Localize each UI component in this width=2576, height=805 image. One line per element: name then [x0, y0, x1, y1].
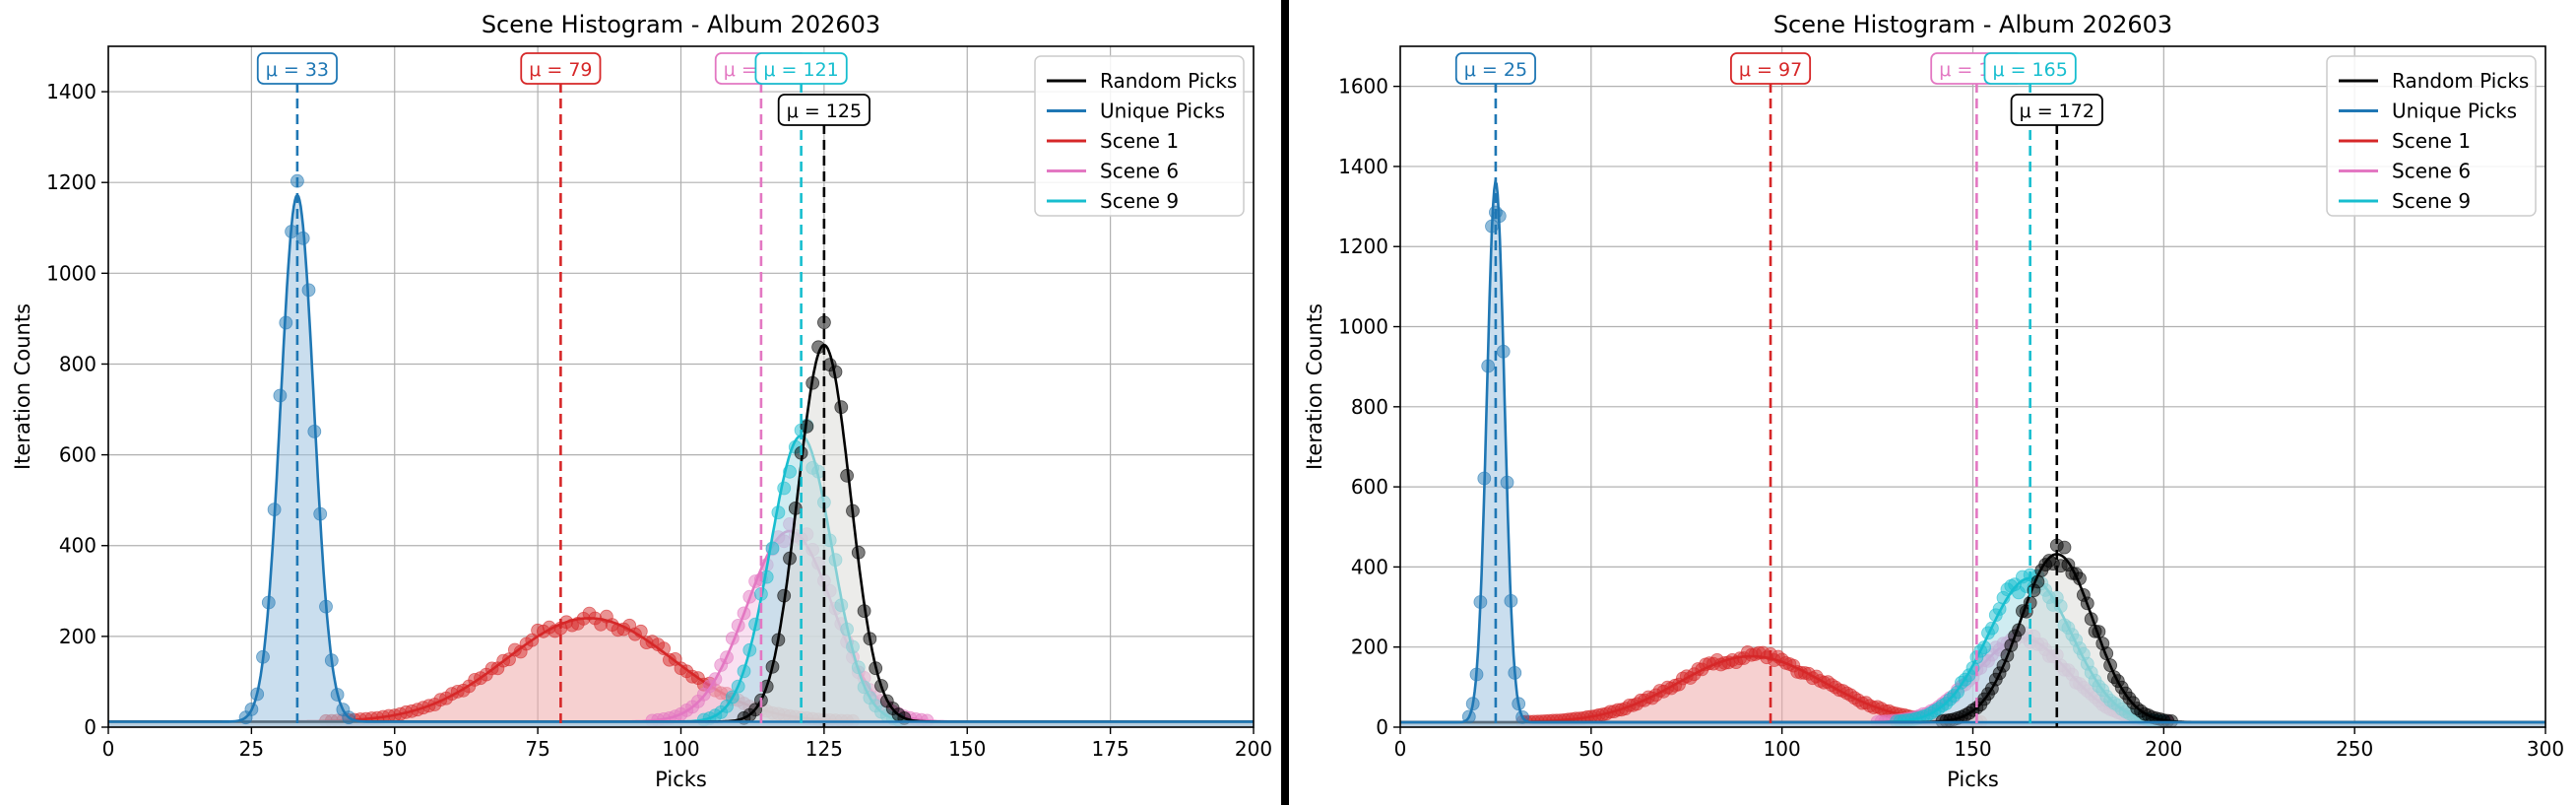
mean-label-box — [1730, 52, 1812, 85]
data-point — [2057, 540, 2072, 555]
y-tick-label: 0 — [84, 715, 97, 739]
mean-label-text: μ = 33 — [266, 59, 329, 81]
mean-label-box — [2010, 94, 2103, 126]
y-axis-label: Iteration Counts — [11, 303, 34, 470]
x-tick-label: 0 — [102, 737, 115, 761]
y-tick-label: 1400 — [46, 80, 97, 103]
data-point — [765, 541, 780, 556]
legend-label: Scene 1 — [2392, 129, 2471, 153]
series-area — [1400, 656, 2545, 727]
mean-label-scene1: μ = 79 — [520, 52, 602, 85]
x-tick-label: 200 — [1235, 737, 1272, 761]
y-tick-label: 400 — [59, 534, 97, 558]
y-axis: 0 200 400 600 800 1000 1200 1400 — [46, 80, 108, 739]
x-tick-label: 150 — [948, 737, 986, 761]
y-tick-label: 600 — [59, 443, 97, 467]
mean-label-text: μ = 125 — [787, 101, 862, 122]
x-tick-label: 50 — [382, 737, 407, 761]
mean-label-text: μ = 97 — [1739, 59, 1802, 81]
x-tick-label: 25 — [239, 737, 264, 761]
legend-label: Unique Picks — [2392, 100, 2517, 123]
mean-label-text: μ = 79 — [529, 59, 592, 81]
y-tick-label: 1600 — [1338, 75, 1388, 99]
legend-label: Scene 9 — [1100, 189, 1179, 213]
legend-label: Random Picks — [2392, 69, 2529, 93]
y-tick-label: 1000 — [1338, 315, 1388, 339]
mean-label-box — [1454, 52, 1536, 85]
chart-title: Scene Histogram - Album 202603 — [482, 11, 880, 38]
x-tick-label: 100 — [1764, 737, 1801, 761]
y-tick-label: 800 — [1351, 395, 1388, 419]
y-tick-label: 0 — [1376, 715, 1388, 739]
mean-label-text: μ = 25 — [1464, 59, 1527, 81]
mean-label-scene9: μ = 121 — [754, 52, 848, 85]
series-unique — [108, 173, 1254, 727]
legend-label: Scene 6 — [1100, 160, 1179, 183]
plot-area — [1400, 178, 2545, 727]
y-tick-label: 1400 — [1338, 155, 1388, 178]
chart-title: Scene Histogram - Album 202603 — [1773, 11, 2172, 38]
mean-label-text: μ = 172 — [2020, 101, 2094, 122]
x-axis-label: Picks — [655, 768, 707, 791]
x-tick-label: 125 — [805, 737, 843, 761]
legend-box — [1034, 55, 1245, 217]
series-line — [108, 193, 1254, 723]
x-tick-label: 250 — [2336, 737, 2373, 761]
y-tick-label: 800 — [59, 352, 97, 375]
mean-label-scene1: μ = 97 — [1730, 52, 1812, 85]
legend-label: Scene 6 — [2392, 160, 2471, 183]
x-tick-label: 50 — [1578, 737, 1603, 761]
mean-label-box — [520, 52, 602, 85]
x-tick-label: 150 — [1954, 737, 1991, 761]
x-tick-label: 200 — [2145, 737, 2182, 761]
series-unique — [1400, 178, 2545, 727]
legend-label: Scene 9 — [2392, 189, 2471, 213]
mean-label-text: μ = 121 — [763, 59, 838, 81]
y-tick-label: 1200 — [46, 170, 97, 194]
y-axis: 0 200 400 600 800 1000 1200 1400 1600 — [1338, 75, 1400, 739]
series-area — [1400, 577, 2545, 727]
legend: Random Picks Unique Picks Scene 1 Scene 6 Sc… — [1034, 55, 1245, 217]
x-tick-label: 75 — [525, 737, 549, 761]
mean-label-unique: μ = 25 — [1454, 52, 1536, 85]
x-tick-label: 175 — [1092, 737, 1129, 761]
chart-panel-right: μ = 97 μ = 151 μ = 165 μ = 25 μ = 172 0 50 100 1… — [1292, 0, 2572, 805]
series-line — [1400, 178, 2545, 724]
y-tick-label: 1200 — [1338, 235, 1388, 258]
panel-divider — [1281, 0, 1289, 805]
mean-label-box — [777, 94, 870, 126]
legend-box — [2326, 55, 2537, 217]
mean-label-unique: μ = 33 — [256, 52, 338, 85]
mean-label-box — [1983, 52, 2077, 85]
mean-label-text: μ = 165 — [1992, 59, 2067, 81]
y-tick-label: 400 — [1351, 555, 1388, 578]
x-axis-label: Picks — [1947, 768, 1999, 791]
mean-label-random: μ = 125 — [777, 94, 870, 126]
y-tick-label: 200 — [59, 625, 97, 648]
mean-label-box — [256, 52, 338, 85]
legend: Random Picks Unique Picks Scene 1 Scene 6 Sc… — [2326, 55, 2537, 217]
plot-area — [108, 173, 1254, 727]
mean-label-box — [754, 52, 848, 85]
x-axis: 0 50 100 150 200 250 300 — [1394, 727, 2564, 761]
legend-label: Random Picks — [1100, 69, 1237, 93]
x-axis: 0 25 50 75 100 125 150 175 200 — [102, 727, 1272, 761]
x-tick-label: 300 — [2527, 737, 2564, 761]
y-tick-label: 1000 — [46, 261, 97, 285]
mean-label-random: μ = 172 — [2010, 94, 2103, 126]
y-tick-label: 200 — [1351, 636, 1388, 659]
y-axis-label: Iteration Counts — [1303, 303, 1326, 470]
mean-label-scene9: μ = 165 — [1983, 52, 2077, 85]
legend-label: Scene 1 — [1100, 129, 1179, 153]
y-tick-label: 600 — [1351, 475, 1388, 499]
x-tick-label: 0 — [1394, 737, 1407, 761]
x-tick-label: 100 — [662, 737, 699, 761]
legend-label: Unique Picks — [1100, 100, 1225, 123]
